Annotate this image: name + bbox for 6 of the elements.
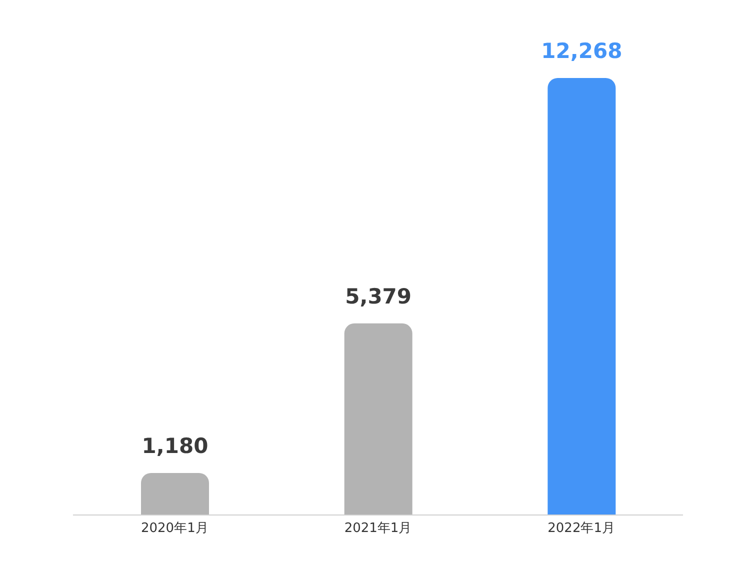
x-tick-label: 2022年1月 (548, 521, 616, 536)
x-tick-label: 2021年1月 (344, 521, 412, 536)
data-label: 5,379 (345, 284, 412, 308)
data-label: 1,180 (142, 434, 208, 458)
data-label: 12,268 (541, 39, 622, 63)
x-tick-label: 2020年1月 (140, 521, 208, 536)
